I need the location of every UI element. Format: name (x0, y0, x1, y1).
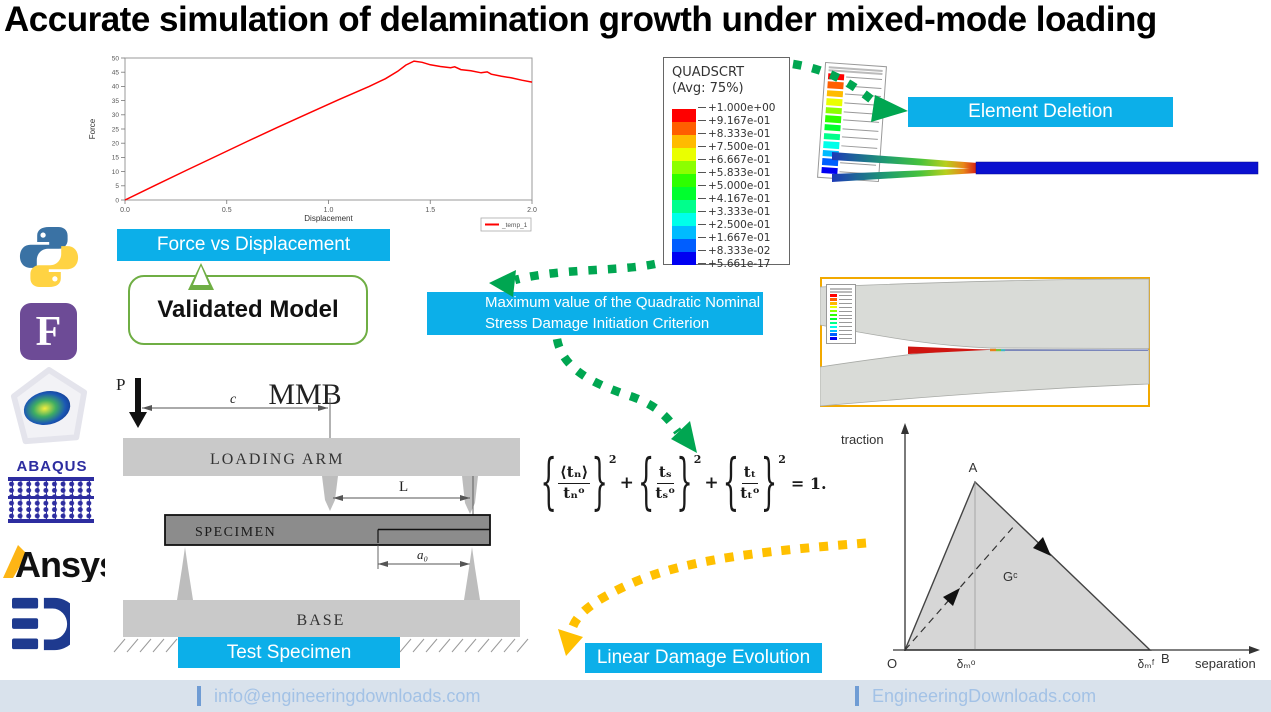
svg-text:10: 10 (112, 169, 120, 176)
footer-site-group: EngineeringDownloads.com (855, 680, 1096, 712)
footer-bar: info@engineeringdownloads.com Engineerin… (0, 680, 1271, 712)
svg-text:40: 40 (112, 84, 120, 91)
comsol-icon (10, 367, 88, 445)
traction-axis-label: traction (841, 432, 884, 447)
chart-legend (480, 217, 532, 232)
svg-text:0: 0 (115, 197, 119, 204)
quadscrt-subtitle: (Avg: 75%) (672, 81, 744, 97)
point-a-label: A (969, 460, 978, 475)
damage-zone (908, 346, 992, 354)
svg-text:20: 20 (112, 141, 120, 148)
point-b-label: B (1161, 651, 1170, 666)
load-label: P (116, 375, 125, 394)
svg-text:1.0: 1.0 (324, 207, 334, 214)
dim-a0-label: a₀ (417, 547, 428, 562)
separator-bar-icon (855, 686, 859, 706)
svg-text:30: 30 (112, 112, 120, 119)
svg-text:25: 25 (112, 126, 120, 133)
fracture-energy-label: Gᶜ (1003, 569, 1018, 584)
quadratic-stress-criterion-equation: { ⟨tₙ⟩ tₙᵒ } 2 + { tₛ tₛᵒ } 2 + { tₜ tₜᵒ } … (540, 447, 827, 519)
specimen-label: SPECIMEN (195, 525, 276, 540)
svg-text:15: 15 (112, 155, 120, 162)
mini-contour-legend-inset (826, 284, 856, 344)
legend-entry: _temp_1 (501, 222, 528, 229)
ansys-slash-icon (3, 545, 27, 578)
svg-text:45: 45 (112, 70, 120, 77)
validated-model-text: Validated Model (157, 296, 339, 323)
force-vs-displacement-label: Force vs Displacement (117, 229, 390, 261)
engineeringdownloads-icon (12, 597, 70, 651)
abaqus-wordmark: ABAQUS (16, 458, 88, 475)
origin-label: O (887, 656, 897, 671)
dim-L-label: L (399, 479, 408, 495)
fortran-letter: F (35, 308, 62, 355)
python-icon (19, 226, 79, 288)
quadscrt-title: QUADSCRT (672, 65, 745, 80)
svg-text:35: 35 (112, 98, 120, 105)
footer-email: info@engineeringdownloads.com (214, 685, 481, 706)
quadscrt-colorbar (672, 108, 696, 265)
footer-email-group: info@engineeringdownloads.com (197, 680, 480, 712)
max-criterion-label: Maximum value of the Quadratic Nominal S… (427, 292, 763, 335)
footer-site: EngineeringDownloads.com (872, 685, 1097, 706)
quadscrt-values: +1.000e+00 +9.167e-01 +8.333e-01 +7.500e-01… (698, 102, 775, 271)
svg-text:1.5: 1.5 (425, 207, 435, 214)
fortran-icon: F (20, 303, 77, 360)
ansys-logo: Ansys (3, 544, 105, 582)
linear-damage-evolution-label: Linear Damage Evolution (585, 643, 822, 673)
abacus-icon (8, 477, 94, 523)
yellow-dotted-arrow-to-damage-evolution (566, 538, 867, 635)
load-arrow-icon (129, 412, 147, 428)
loading-arm-label: LOADING ARM (210, 451, 344, 468)
validated-model-callout: Validated Model (128, 263, 368, 345)
mmb-title: MMB (268, 378, 341, 411)
test-specimen-label: Test Specimen (178, 637, 400, 668)
ansys-wordmark: Ansys (15, 544, 105, 582)
svg-text:0.0: 0.0 (120, 207, 130, 214)
element-deletion-label: Element Deletion (908, 97, 1173, 127)
quadscrt-legend: QUADSCRT (Avg: 75%) +1.000e+00 +9.167e-01… (663, 57, 790, 270)
dim-c-label: c (230, 392, 237, 407)
delta-failure-label: δₘᶠ (1138, 657, 1155, 671)
delta-initiation-label: δₘᵒ (957, 657, 976, 671)
svg-text:50: 50 (112, 55, 120, 62)
force-displacement-chart: 0.0 0.5 1.0 1.5 2.0 0 5 10 15 20 25 30 35 40 45 50 Displ… (88, 55, 537, 232)
page-title: Accurate simulation of delamination grow… (4, 0, 1157, 39)
svg-text:0.5: 0.5 (222, 207, 232, 214)
cohesive-zone-simulation (820, 277, 1150, 407)
svg-text:5: 5 (115, 183, 119, 190)
delamination-simulation-contour (832, 152, 1259, 182)
force-curve (124, 60, 533, 201)
y-axis-label: Force (88, 118, 97, 139)
green-dotted-arrow-to-criterion (513, 259, 656, 285)
abaqus-logo: ABAQUS (8, 458, 96, 530)
x-axis-label: Displacement (304, 214, 353, 223)
traction-separation-diagram: traction separation A O Gᶜ δₘᵒ δₘᶠ B (841, 423, 1260, 671)
base-label: BASE (297, 612, 346, 629)
separation-axis-label: separation (1195, 656, 1256, 671)
separator-bar-icon (197, 686, 201, 706)
mmb-diagram: MMB P c LOADING ARM L SPECIMEN a₀ (113, 375, 529, 653)
green-dotted-arrow-to-equation (552, 337, 682, 435)
svg-text:2.0: 2.0 (527, 207, 537, 214)
